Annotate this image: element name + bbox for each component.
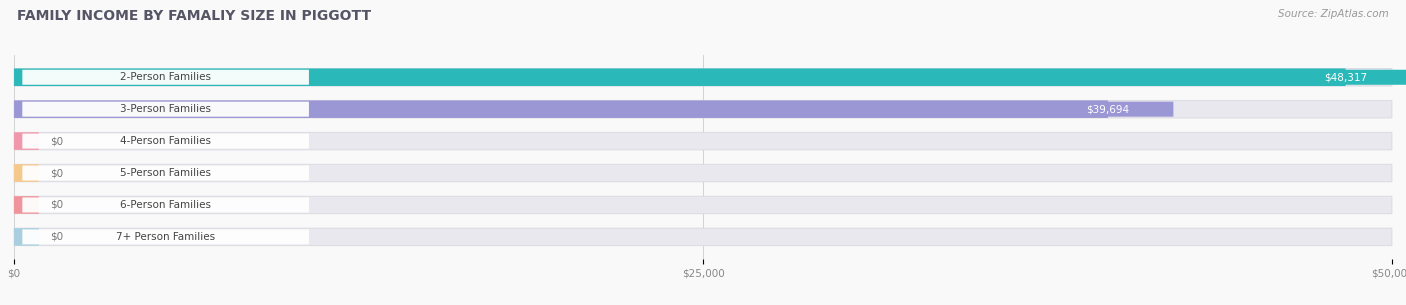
FancyBboxPatch shape (22, 134, 309, 149)
Text: 3-Person Families: 3-Person Families (120, 104, 211, 114)
Text: 5-Person Families: 5-Person Families (120, 168, 211, 178)
FancyBboxPatch shape (14, 196, 39, 214)
FancyBboxPatch shape (14, 100, 1392, 118)
Text: 6-Person Families: 6-Person Families (120, 200, 211, 210)
Text: $0: $0 (49, 168, 63, 178)
FancyBboxPatch shape (1042, 102, 1174, 117)
Text: $0: $0 (49, 200, 63, 210)
FancyBboxPatch shape (22, 197, 309, 213)
FancyBboxPatch shape (14, 164, 39, 182)
FancyBboxPatch shape (14, 164, 1392, 182)
FancyBboxPatch shape (14, 132, 39, 150)
FancyBboxPatch shape (14, 132, 1392, 150)
Text: $39,694: $39,694 (1087, 104, 1129, 114)
Text: $0: $0 (49, 232, 63, 242)
Text: Source: ZipAtlas.com: Source: ZipAtlas.com (1278, 9, 1389, 19)
FancyBboxPatch shape (14, 228, 39, 246)
Text: FAMILY INCOME BY FAMALIY SIZE IN PIGGOTT: FAMILY INCOME BY FAMALIY SIZE IN PIGGOTT (17, 9, 371, 23)
FancyBboxPatch shape (14, 68, 1346, 86)
Text: 2-Person Families: 2-Person Families (120, 72, 211, 82)
FancyBboxPatch shape (22, 229, 309, 244)
Text: $0: $0 (49, 136, 63, 146)
Text: 7+ Person Families: 7+ Person Families (117, 232, 215, 242)
FancyBboxPatch shape (14, 196, 1392, 214)
Text: $48,317: $48,317 (1324, 72, 1367, 82)
FancyBboxPatch shape (14, 228, 1392, 246)
FancyBboxPatch shape (22, 70, 309, 85)
FancyBboxPatch shape (22, 166, 309, 181)
FancyBboxPatch shape (1279, 70, 1406, 85)
FancyBboxPatch shape (14, 68, 1392, 86)
FancyBboxPatch shape (14, 100, 1108, 118)
FancyBboxPatch shape (22, 102, 309, 117)
Text: 4-Person Families: 4-Person Families (120, 136, 211, 146)
